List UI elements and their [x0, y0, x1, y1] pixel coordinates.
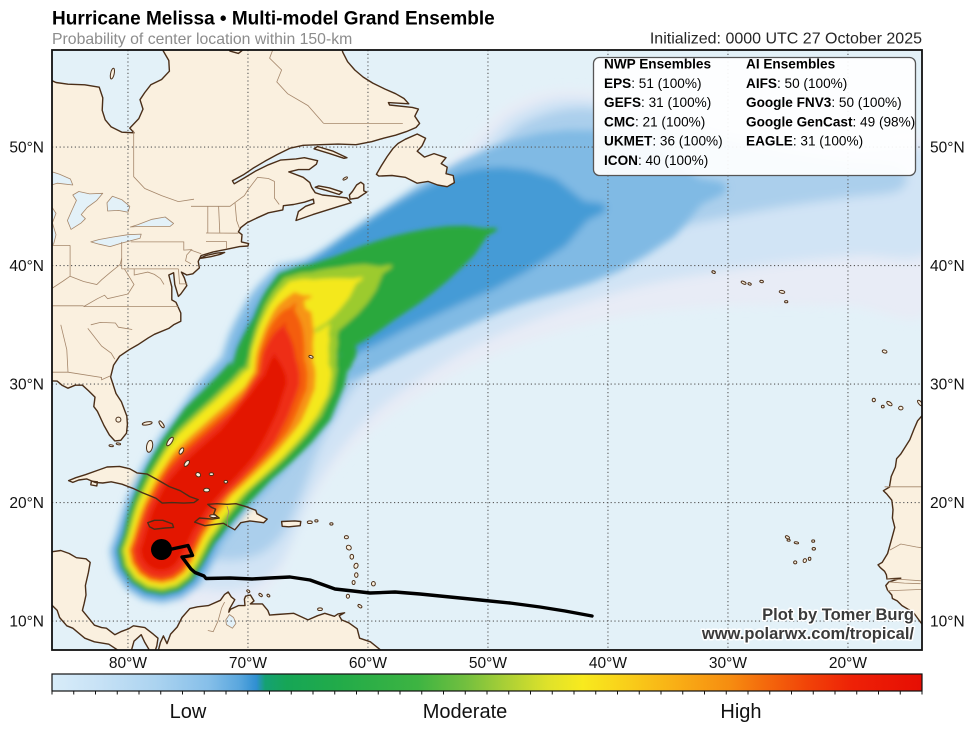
svg-text:GEFS: 31 (100%): GEFS: 31 (100%)	[604, 95, 711, 110]
svg-text:Google GenCast: 49 (98%): Google GenCast: 49 (98%)	[746, 114, 915, 129]
svg-text:30°N: 30°N	[930, 377, 965, 394]
svg-text:50°N: 50°N	[9, 140, 44, 157]
svg-text:Initialized: 0000 UTC 27 Octob: Initialized: 0000 UTC 27 October 2025	[650, 31, 922, 48]
svg-text:70°W: 70°W	[229, 655, 267, 672]
svg-text:Hurricane Melissa • Multi-mode: Hurricane Melissa • Multi-model Grand En…	[52, 9, 495, 30]
svg-text:40°N: 40°N	[9, 258, 44, 275]
svg-text:Google FNV3: 50 (100%): Google FNV3: 50 (100%)	[746, 95, 902, 110]
svg-text:High: High	[720, 701, 761, 723]
svg-text:30°N: 30°N	[9, 377, 44, 394]
svg-text:Probability of center location: Probability of center location within 15…	[52, 31, 352, 48]
svg-text:40°W: 40°W	[589, 655, 627, 672]
svg-text:60°W: 60°W	[349, 655, 387, 672]
svg-text:AI Ensembles: AI Ensembles	[746, 57, 835, 72]
svg-text:Moderate: Moderate	[423, 701, 508, 723]
svg-text:20°N: 20°N	[930, 495, 965, 512]
svg-text:50°W: 50°W	[469, 655, 507, 672]
svg-text:Plot by Tomer Burg: Plot by Tomer Burg	[762, 606, 914, 624]
svg-text:40°N: 40°N	[930, 258, 965, 275]
svg-text:CMC: 21 (100%): CMC: 21 (100%)	[604, 114, 705, 129]
svg-text:30°W: 30°W	[709, 655, 747, 672]
svg-text:20°W: 20°W	[829, 655, 867, 672]
svg-text:50°N: 50°N	[930, 140, 965, 157]
svg-text:EPS: 51 (100%): EPS: 51 (100%)	[604, 76, 701, 91]
svg-text:10°N: 10°N	[9, 614, 44, 631]
svg-text:UKMET: 36 (100%): UKMET: 36 (100%)	[604, 134, 723, 149]
svg-text:20°N: 20°N	[9, 495, 44, 512]
svg-text:AIFS: 50 (100%): AIFS: 50 (100%)	[746, 76, 847, 91]
svg-text:NWP Ensembles: NWP Ensembles	[604, 57, 711, 72]
svg-text:80°W: 80°W	[109, 655, 147, 672]
svg-text:10°N: 10°N	[930, 614, 965, 631]
svg-text:www.polarwx.com/tropical/: www.polarwx.com/tropical/	[701, 625, 915, 643]
svg-text:EAGLE: 31 (100%): EAGLE: 31 (100%)	[746, 134, 863, 149]
svg-text:Low: Low	[170, 701, 207, 723]
svg-text:ICON: 40 (100%): ICON: 40 (100%)	[604, 153, 708, 168]
